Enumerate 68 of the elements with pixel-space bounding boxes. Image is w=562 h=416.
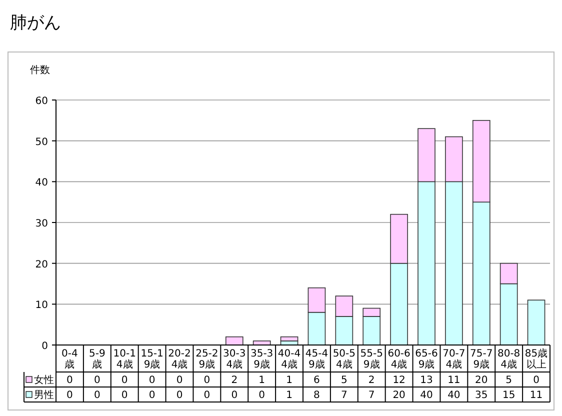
data-label: 0	[66, 390, 73, 401]
x-tick-label: 85歳以上	[524, 348, 548, 370]
data-label: 0	[121, 375, 128, 386]
x-tick-label: 0-4歳	[62, 348, 78, 370]
x-tick-label: 20-24歳	[168, 348, 191, 370]
bar	[280, 336, 298, 342]
data-label: 0	[176, 375, 183, 386]
legend-label: 男性	[34, 389, 54, 401]
data-label: 0	[94, 375, 100, 386]
chart-title: 肺がん	[10, 13, 61, 33]
x-tick-label: 30-34歳	[223, 348, 246, 370]
data-label: 0	[66, 375, 73, 386]
data-label: 0	[148, 375, 156, 386]
x-tick-label: 15-19歳	[140, 348, 164, 370]
y-tick-label: 50	[35, 136, 48, 148]
x-tick-label: 25-29歳	[196, 348, 218, 370]
x-tick-label: 40-44歳	[278, 348, 301, 370]
data-label: 0	[94, 390, 100, 401]
data-label: 1	[258, 375, 266, 386]
data-label: 35	[475, 390, 488, 401]
x-tick-label: 10-14歳	[113, 348, 136, 370]
data-label: 0	[176, 390, 183, 401]
data-label: 5	[506, 375, 512, 386]
data-label: 5	[340, 375, 348, 386]
y-tick-label: 30	[35, 218, 48, 230]
data-label: 20	[475, 375, 488, 386]
data-label: 0	[533, 375, 540, 386]
data-label: 2	[368, 375, 375, 386]
x-tick-label: 65-69歳	[415, 348, 438, 370]
data-label: 12	[392, 375, 406, 386]
x-tick-label: 50-54歳	[332, 348, 356, 370]
y-tick-label: 20	[35, 259, 48, 270]
data-label: 7	[368, 390, 375, 401]
x-tick-label: 45-49歳	[305, 348, 328, 370]
x-tick-label: 70-74歳	[442, 348, 466, 370]
data-label: 20	[392, 390, 406, 401]
x-tick-label: 5-9歳	[88, 348, 106, 370]
y-axis-title: 件数	[30, 65, 50, 76]
data-label: 0	[204, 375, 210, 386]
data-label: 2	[231, 375, 238, 386]
data-label: 40	[448, 390, 460, 401]
data-label: 15	[502, 390, 516, 401]
x-tick-label: 55-59歳	[360, 348, 383, 370]
y-tick-label: 40	[35, 178, 48, 189]
data-label: 8	[314, 390, 320, 401]
data-label: 7	[340, 390, 348, 401]
y-tick-label: 60	[35, 96, 48, 107]
data-label: 0	[148, 390, 156, 401]
data-label: 0	[258, 390, 266, 401]
data-label: 0	[204, 390, 210, 401]
bar	[225, 336, 244, 346]
bar	[527, 300, 546, 346]
x-tick-label: 35-39歳	[250, 348, 274, 370]
data-label: 0	[121, 390, 128, 401]
data-label: 13	[420, 375, 433, 386]
x-tick-label: 80-84歳	[497, 348, 520, 370]
legend-label: 女性	[34, 374, 54, 386]
data-label: 11	[448, 375, 460, 386]
data-label: 0	[231, 390, 238, 401]
data-label: 6	[314, 375, 320, 386]
x-tick-label: 75-79歳	[470, 348, 493, 370]
data-label: 1	[286, 390, 292, 401]
data-label: 40	[420, 390, 433, 401]
y-tick-label: 0	[42, 341, 48, 352]
data-label: 1	[286, 375, 292, 386]
data-label: 11	[530, 390, 543, 401]
x-tick-label: 60-64歳	[388, 348, 410, 370]
y-tick-label: 10	[35, 300, 48, 312]
